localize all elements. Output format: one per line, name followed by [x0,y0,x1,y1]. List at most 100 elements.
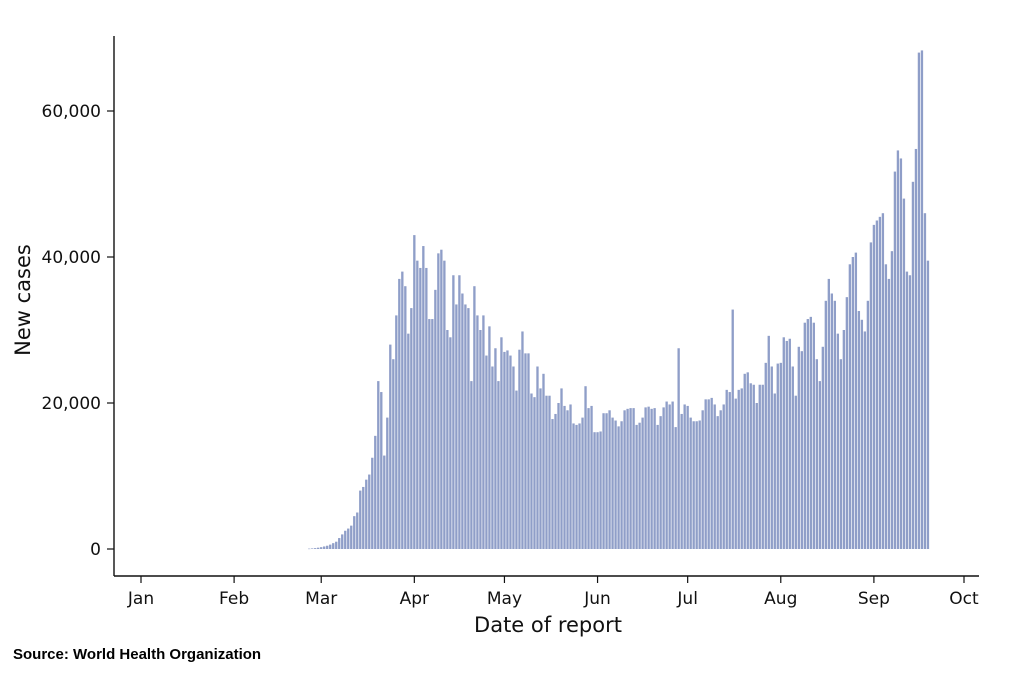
bar [851,257,855,549]
x-tick-label: Aug [764,589,797,609]
y-axis-ticks: 0 20,000 40,000 60,000 [42,102,114,560]
bar [674,427,677,549]
bar [386,417,389,549]
bar [596,432,599,549]
bar [878,216,882,549]
bar [554,413,557,549]
bar [581,417,584,549]
bar [347,528,350,549]
bar [311,548,314,549]
bar [869,242,873,549]
bar [773,393,776,549]
bar [791,366,794,549]
bar [590,405,593,549]
bar [818,381,821,549]
bar [872,224,876,549]
bar [497,381,500,549]
bar [392,359,395,549]
bar [908,275,912,549]
bar [839,359,843,549]
bar [662,407,665,549]
x-tick-label: Mar [305,589,337,609]
bar [464,304,467,549]
bar [902,198,906,549]
bar [923,213,927,549]
bar [608,410,611,549]
bar [764,362,767,549]
bar [410,308,413,549]
bar [323,546,326,549]
bar [353,516,356,549]
bar [614,420,617,549]
bar [665,401,668,549]
bar [452,275,455,549]
bar [560,388,563,549]
bar [914,148,918,549]
bar [548,395,551,549]
bar [572,423,575,549]
bar [785,340,788,549]
bar [602,413,605,549]
bar [458,275,461,549]
bar [335,541,338,549]
bar [575,424,578,549]
bar [647,406,650,549]
bar [476,315,479,549]
x-tick-label: Sep [858,589,890,609]
bar [683,404,686,549]
x-tick-label: Jun [583,589,611,609]
bar [722,404,725,549]
bar [800,351,803,549]
bar [629,408,632,549]
source-note: Source: World Health Organization [13,646,262,663]
bar [473,286,476,549]
y-axis-title: New cases [11,244,35,356]
bar [806,319,809,549]
bar [461,293,464,549]
bar [545,395,548,549]
bar [716,416,719,549]
bar [587,408,590,549]
bar [731,309,734,549]
bar [479,330,482,549]
bar [710,397,713,549]
bar [365,479,368,549]
bar [659,416,662,549]
bar [341,534,344,549]
bar [383,455,386,549]
bar [668,404,671,549]
y-tick-label: 0 [90,540,101,560]
bar [551,419,554,549]
bar [431,319,434,549]
bar [401,271,404,549]
bar [539,388,542,549]
y-tick-label: 20,000 [42,394,101,414]
bar [470,381,473,549]
bar [752,384,755,549]
bar [632,408,635,549]
bar [803,322,806,549]
bar [677,348,680,549]
bar [308,548,311,550]
bar [524,353,527,549]
bar [776,363,779,549]
bar [449,337,452,549]
bar [857,311,861,549]
bar [359,490,362,549]
bar [569,404,572,549]
bar [734,398,737,549]
bar [407,333,410,549]
bar [779,362,782,549]
bar [542,373,545,549]
bar [671,401,674,549]
bar [578,423,581,549]
bar [398,278,401,549]
bar [413,235,416,549]
bar [491,366,494,549]
bar [557,403,560,549]
bar [797,346,800,549]
bar [653,408,656,549]
bar [707,399,710,549]
bar [425,267,428,549]
bar [389,344,392,549]
